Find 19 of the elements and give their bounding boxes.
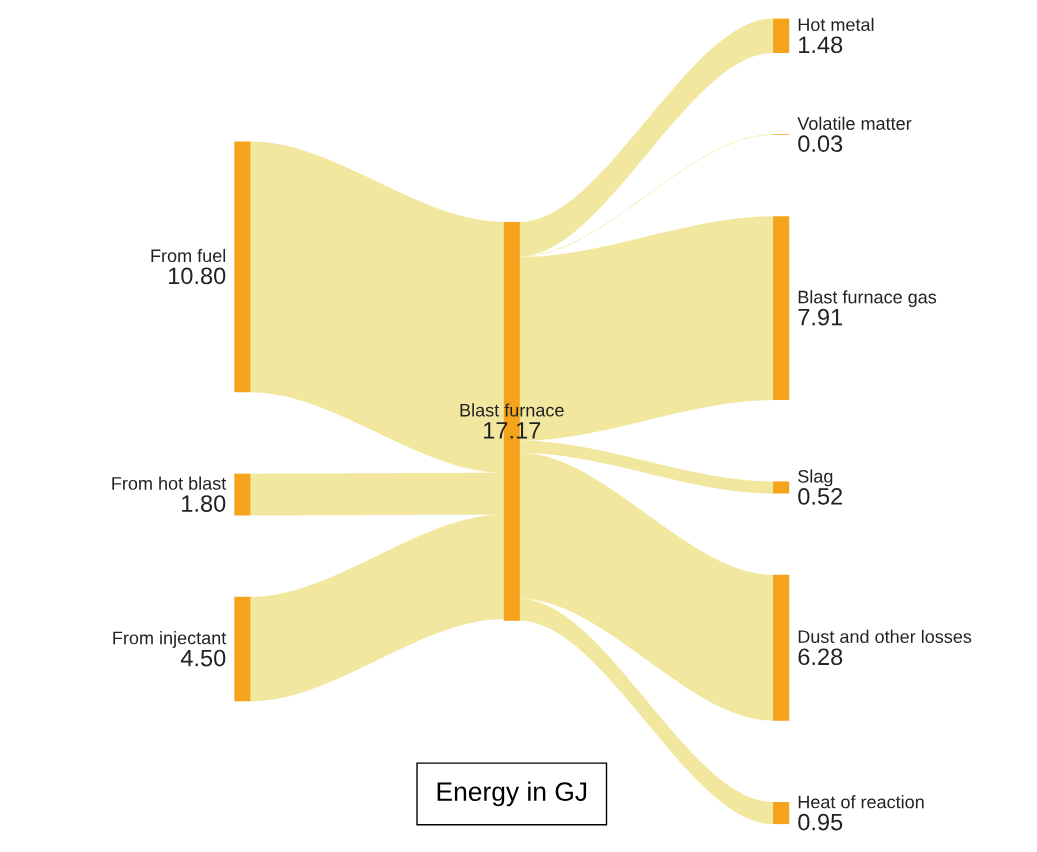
category-label: Slag bbox=[798, 469, 833, 487]
data-label: 6.28 bbox=[798, 648, 843, 666]
data-label: 0.52 bbox=[798, 488, 843, 505]
data-label: 4.50 bbox=[180, 649, 226, 667]
category-label: From hot blast bbox=[112, 476, 227, 490]
category-label: From fuel bbox=[151, 248, 226, 263]
category-label: Hot metal bbox=[798, 17, 874, 32]
data-label: 7.91 bbox=[798, 308, 843, 326]
data-label: 1.48 bbox=[799, 36, 843, 54]
category-label: Heat of reaction bbox=[798, 795, 924, 809]
text: Energy in GJ bbox=[437, 781, 587, 807]
category-label: From injectant bbox=[113, 631, 227, 648]
category-label: Dust and other losses bbox=[798, 629, 972, 644]
data-label: 10.80 bbox=[168, 267, 226, 285]
data-label: 0.95 bbox=[798, 813, 843, 831]
data-label: 1.80 bbox=[182, 495, 226, 512]
category-label: Blast furnace gas bbox=[798, 290, 937, 308]
data-label: 0.03 bbox=[798, 135, 843, 152]
category-label: Volatile matter bbox=[797, 116, 912, 130]
